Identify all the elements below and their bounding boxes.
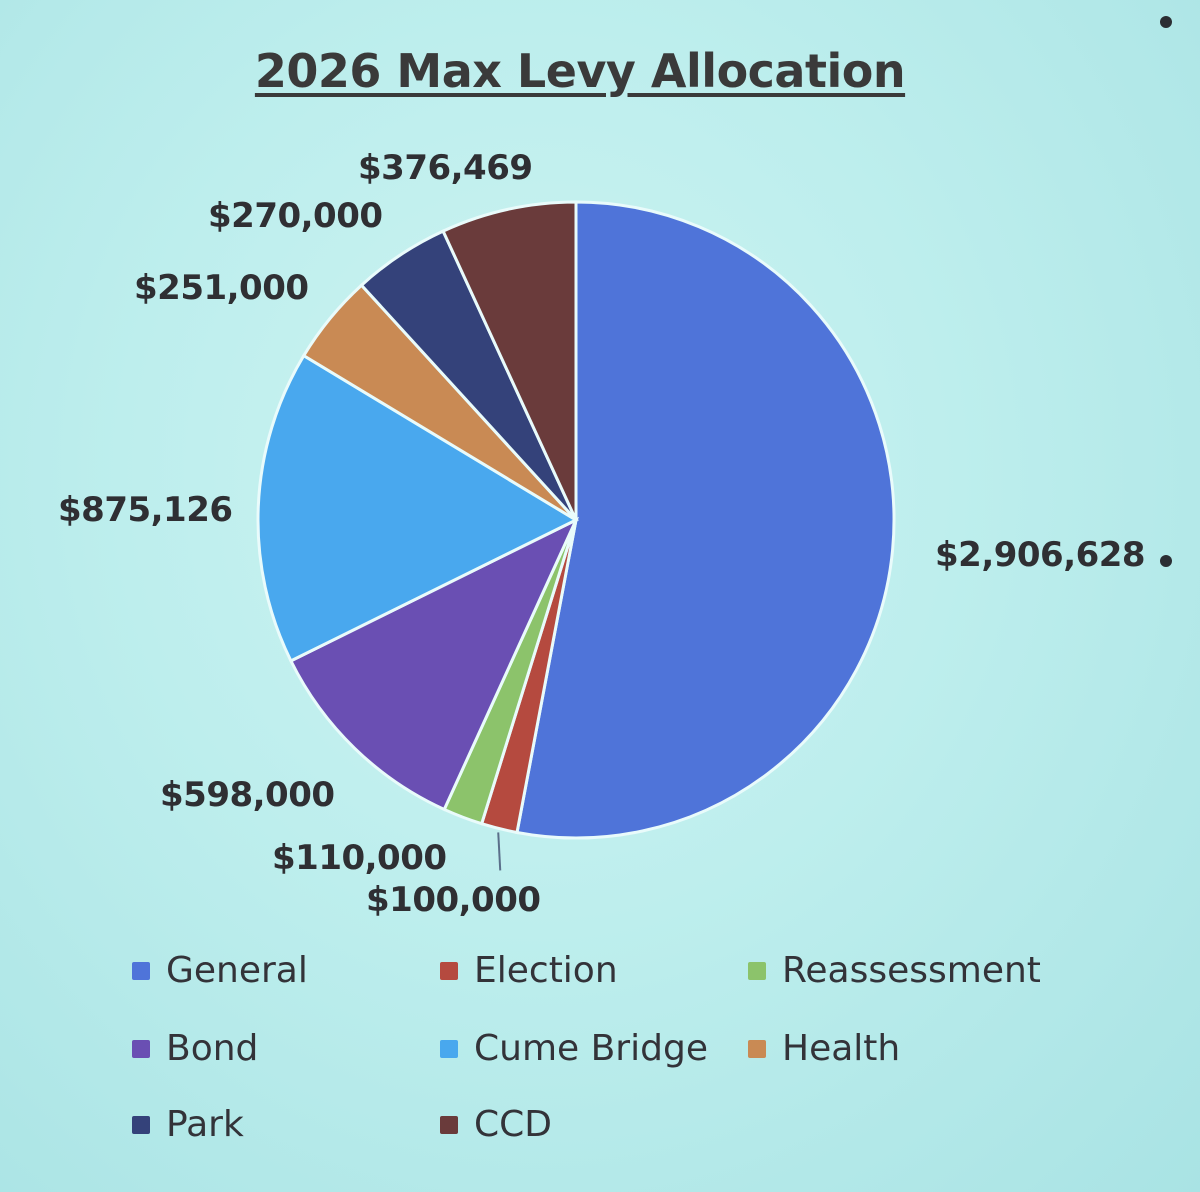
legend-swatch-reassessment <box>748 961 766 980</box>
pie-slice-cume-bridge <box>256 353 580 663</box>
legend-swatch-election <box>440 961 458 980</box>
legend-item-general: General <box>132 950 308 991</box>
legend-label: Park <box>166 1104 244 1145</box>
legend-item-reassessment: Reassessment <box>748 950 1041 991</box>
data-label-cume-bridge: $875,126 <box>58 490 233 530</box>
legend-swatch-general <box>132 961 150 980</box>
legend-label: Bond <box>166 1028 259 1069</box>
legend-item-ccd: CCD <box>440 1104 552 1145</box>
data-label-election: $100,000 <box>366 880 541 920</box>
legend-swatch-health <box>748 1039 766 1058</box>
data-label-health: $251,000 <box>134 268 309 308</box>
pie-slice-ccd <box>441 200 578 521</box>
legend-swatch-cume-bridge <box>440 1039 458 1058</box>
legend-label: Health <box>782 1028 901 1069</box>
legend-item-bond: Bond <box>132 1028 258 1069</box>
legend-label: General <box>166 950 308 991</box>
leader-line-election <box>497 832 502 871</box>
pie-slice-bond <box>288 516 580 812</box>
legend-swatch-park <box>132 1115 150 1134</box>
data-label-bond: $598,000 <box>160 775 335 815</box>
legend-swatch-ccd <box>440 1115 458 1134</box>
data-label-ccd: $376,469 <box>358 148 533 188</box>
legend-swatch-bond <box>132 1039 150 1058</box>
legend-item-election: Election <box>440 950 618 991</box>
legend-item-cume-bridge: Cume Bridge <box>440 1028 708 1069</box>
data-label-reassessment: $110,000 <box>272 838 447 878</box>
legend-label: Cume Bridge <box>474 1028 708 1069</box>
bullet-dot-right <box>1160 555 1172 567</box>
legend-item-park: Park <box>132 1104 244 1145</box>
data-label-park: $270,000 <box>208 196 383 236</box>
legend-label: Election <box>474 950 618 991</box>
legend-label: CCD <box>474 1104 552 1145</box>
chart-title: 2026 Max Levy Allocation <box>254 44 906 98</box>
data-label-general: $2,906,628 <box>935 535 1146 575</box>
pie-slice-general <box>515 200 896 840</box>
legend-item-health: Health <box>748 1028 900 1069</box>
bullet-dot-top <box>1160 16 1172 28</box>
legend-label: Reassessment <box>782 950 1041 991</box>
